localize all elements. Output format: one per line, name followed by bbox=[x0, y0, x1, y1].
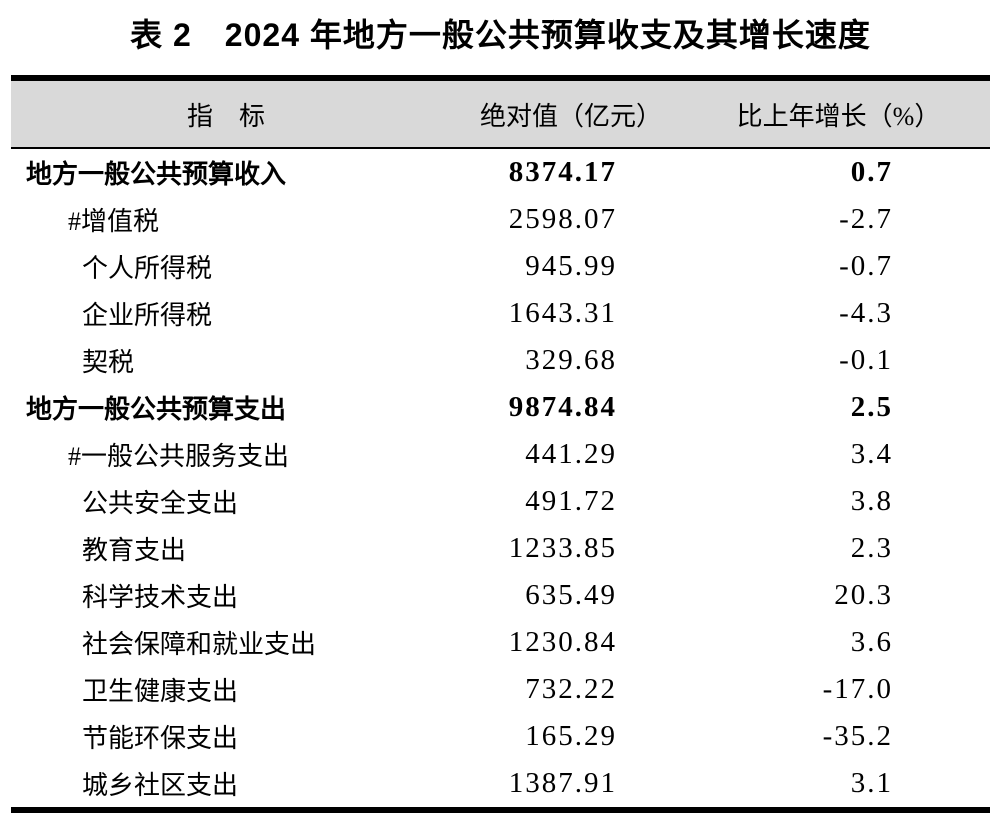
table-title: 表 2 2024 年地方一般公共预算收支及其增长速度 bbox=[130, 17, 871, 53]
row-label: 教育支出 bbox=[82, 536, 187, 565]
table-row: #增值税 2598.07 -2.7 bbox=[11, 196, 990, 243]
table-row: 节能环保支出 165.29 -35.2 bbox=[11, 713, 990, 760]
table-row: 地方一般公共预算支出 9874.84 2.5 bbox=[11, 384, 990, 431]
row-value: 732.22 bbox=[525, 673, 617, 705]
row-value: 329.68 bbox=[525, 344, 617, 376]
row-growth: -35.2 bbox=[822, 720, 893, 752]
table-row: 教育支出 1233.85 2.3 bbox=[11, 525, 990, 572]
row-label: 地方一般公共预算支出 bbox=[26, 395, 287, 424]
row-growth: 2.3 bbox=[850, 532, 893, 564]
table-header-row: 指 标 绝对值（亿元） 比上年增长（%） bbox=[11, 81, 990, 149]
row-growth: -2.7 bbox=[839, 203, 893, 235]
table-row: 地方一般公共预算收入 8374.17 0.7 bbox=[11, 149, 990, 196]
table-row: 社会保障和就业支出 1230.84 3.6 bbox=[11, 619, 990, 666]
row-growth: 2.5 bbox=[850, 391, 893, 423]
row-label: 契税 bbox=[82, 348, 135, 377]
row-value: 8374.17 bbox=[508, 156, 617, 188]
row-label: 卫生健康支出 bbox=[82, 677, 239, 706]
row-label: #增值税 bbox=[68, 207, 160, 236]
row-label: 企业所得税 bbox=[82, 301, 213, 330]
row-growth: 3.4 bbox=[850, 438, 893, 470]
row-value: 165.29 bbox=[525, 720, 617, 752]
table-body: 地方一般公共预算收入 8374.17 0.7 #增值税 2598.07 -2.7… bbox=[11, 149, 990, 807]
row-growth: 3.1 bbox=[850, 767, 893, 799]
row-growth: 3.6 bbox=[850, 626, 893, 658]
table-row: 科学技术支出 635.49 20.3 bbox=[11, 572, 990, 619]
row-growth: 3.8 bbox=[850, 485, 893, 517]
table-row: 城乡社区支出 1387.91 3.1 bbox=[11, 760, 990, 807]
row-value: 945.99 bbox=[525, 250, 617, 282]
col-header-indicator: 指 标 bbox=[186, 101, 265, 131]
row-label: 节能环保支出 bbox=[82, 724, 239, 753]
row-growth: -0.7 bbox=[839, 250, 893, 282]
row-value: 1230.84 bbox=[508, 626, 617, 658]
row-value: 1233.85 bbox=[508, 532, 617, 564]
row-value: 2598.07 bbox=[508, 203, 617, 235]
table-row: #一般公共服务支出 441.29 3.4 bbox=[11, 431, 990, 478]
table-row: 公共安全支出 491.72 3.8 bbox=[11, 478, 990, 525]
row-value: 1387.91 bbox=[508, 767, 617, 799]
row-value: 9874.84 bbox=[508, 391, 617, 423]
table-row: 个人所得税 945.99 -0.7 bbox=[11, 243, 990, 290]
col-header-growth: 比上年增长（%） bbox=[736, 101, 941, 131]
row-growth: -0.1 bbox=[839, 344, 893, 376]
row-label: 社会保障和就业支出 bbox=[82, 630, 317, 659]
budget-table: 指 标 绝对值（亿元） 比上年增长（%） 地方一般公共预算收入 8374.17 … bbox=[11, 75, 990, 813]
row-label: 城乡社区支出 bbox=[82, 771, 239, 800]
row-value: 491.72 bbox=[525, 485, 617, 517]
row-label: 地方一般公共预算收入 bbox=[26, 160, 287, 189]
table-row: 卫生健康支出 732.22 -17.0 bbox=[11, 666, 990, 713]
row-value: 1643.31 bbox=[508, 297, 617, 329]
row-label: #一般公共服务支出 bbox=[68, 442, 290, 471]
row-growth: -17.0 bbox=[822, 673, 893, 705]
row-growth: 20.3 bbox=[834, 579, 893, 611]
row-label: 科学技术支出 bbox=[82, 583, 239, 612]
row-label: 个人所得税 bbox=[82, 254, 213, 283]
table-row: 契税 329.68 -0.1 bbox=[11, 337, 990, 384]
row-label: 公共安全支出 bbox=[82, 489, 239, 518]
row-growth: 0.7 bbox=[850, 156, 893, 188]
table-row: 企业所得税 1643.31 -4.3 bbox=[11, 290, 990, 337]
col-header-absolute-value: 绝对值（亿元） bbox=[479, 101, 662, 131]
row-value: 635.49 bbox=[525, 579, 617, 611]
row-growth: -4.3 bbox=[839, 297, 893, 329]
row-value: 441.29 bbox=[525, 438, 617, 470]
